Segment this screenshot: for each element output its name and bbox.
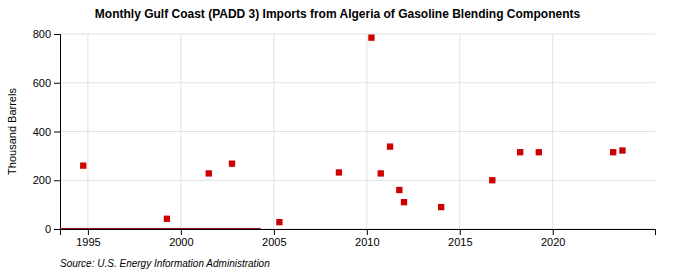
point — [610, 149, 616, 155]
x-axis: 1995 2000 2005 2010 2015 2020 — [61, 229, 656, 248]
y-tick-mark — [54, 34, 60, 35]
x-tick-mark — [460, 229, 461, 235]
point — [276, 219, 282, 225]
y-axis-line — [54, 35, 61, 230]
point — [206, 170, 212, 176]
point — [619, 147, 625, 153]
chart: 1995 2000 2005 2010 2015 2020 0 200 400 600 800 Mon… — [0, 0, 675, 275]
grid-line-x — [180, 34, 181, 229]
x-axis-line — [61, 230, 656, 236]
y-tick-label: 400 — [33, 126, 51, 138]
y-tick: 800 — [33, 28, 60, 40]
x-tick: 1995 — [76, 229, 100, 248]
x-tick-label: 2000 — [169, 236, 193, 248]
y-tick-label: 800 — [33, 28, 51, 40]
y-tick-mark — [54, 83, 60, 84]
point — [336, 169, 342, 175]
point — [378, 170, 384, 176]
x-tick: 2010 — [355, 229, 379, 248]
y-tick-mark — [54, 229, 60, 230]
point — [229, 161, 235, 167]
plot-area — [60, 34, 626, 229]
y-tick-label: 600 — [33, 77, 51, 89]
x-tick-mark — [553, 229, 554, 235]
y-tick-mark — [54, 180, 60, 181]
x-tick-label: 2015 — [448, 236, 472, 248]
x-tick: 2005 — [262, 229, 286, 248]
grid-line-y — [60, 34, 655, 35]
grid-line-x — [273, 34, 274, 229]
y-axis: 0 200 400 600 800 — [33, 28, 61, 235]
y-tick-label: 0 — [45, 223, 51, 235]
y-tick: 600 — [33, 77, 60, 89]
x-tick-label: 2020 — [541, 236, 565, 248]
x-tick-mark — [274, 229, 275, 235]
y-tick-mark — [54, 132, 60, 133]
grid-line-y — [60, 82, 655, 83]
point — [164, 216, 170, 222]
grid-line-y — [60, 131, 655, 132]
grid-line-x — [366, 34, 367, 229]
line — [60, 228, 261, 229]
grid-line-y — [60, 180, 655, 181]
point — [368, 34, 374, 40]
point — [489, 177, 495, 183]
point — [517, 149, 523, 155]
grid-line-x — [459, 34, 460, 229]
point — [396, 187, 402, 193]
x-tick-mark — [367, 229, 368, 235]
x-tick-mark — [88, 229, 89, 235]
annotation: Source: U.S. Energy Information Administ… — [60, 258, 270, 269]
x-tick: 2000 — [169, 229, 193, 248]
x-tick: 2015 — [448, 229, 472, 248]
y-tick: 400 — [33, 126, 60, 138]
x-tick-label: 2005 — [262, 236, 286, 248]
grid-line-x — [87, 34, 88, 229]
x-tick-label: 2010 — [355, 236, 379, 248]
x-tick-mark — [181, 229, 182, 235]
point — [536, 149, 542, 155]
point — [387, 143, 393, 149]
grid-line-x — [552, 34, 553, 229]
point — [80, 162, 86, 168]
y-tick: 200 — [33, 174, 60, 186]
title: Monthly Gulf Coast (PADD 3) Imports from… — [95, 7, 581, 21]
grid — [60, 34, 655, 229]
point — [438, 204, 444, 210]
x-tick: 2020 — [541, 229, 565, 248]
point — [401, 199, 407, 205]
x-tick-label: 1995 — [76, 236, 100, 248]
y-tick: 0 — [45, 223, 60, 235]
y-tick-label: 200 — [33, 174, 51, 186]
y-axis-title: Thousand Barrels — [6, 88, 18, 175]
